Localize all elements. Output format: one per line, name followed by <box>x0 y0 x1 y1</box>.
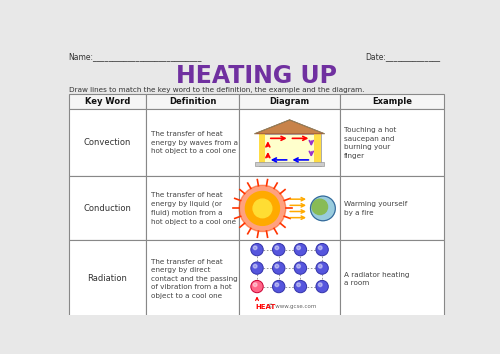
Text: © www.gcse.com: © www.gcse.com <box>268 303 316 309</box>
Text: Touching a hot
saucepan and
burning your
finger: Touching a hot saucepan and burning your… <box>344 127 396 159</box>
Text: Diagram: Diagram <box>270 97 310 106</box>
Circle shape <box>296 283 300 287</box>
Bar <box>340 94 444 109</box>
Text: The transfer of heat
energy by direct
contact and the passing
of vibration from : The transfer of heat energy by direct co… <box>151 259 238 299</box>
Circle shape <box>294 280 306 293</box>
Text: HEAT: HEAT <box>256 303 276 309</box>
Bar <box>68 109 146 176</box>
Circle shape <box>316 280 328 293</box>
Circle shape <box>272 244 285 256</box>
Bar <box>258 134 265 166</box>
Text: HEATING UP: HEATING UP <box>176 64 337 88</box>
Circle shape <box>254 246 257 250</box>
Bar <box>146 240 239 318</box>
Circle shape <box>296 264 300 268</box>
Bar <box>239 94 340 109</box>
Bar <box>146 94 239 109</box>
Circle shape <box>254 264 257 268</box>
Bar <box>239 176 340 240</box>
Circle shape <box>254 283 257 287</box>
Bar <box>340 240 444 318</box>
Circle shape <box>251 262 263 274</box>
Circle shape <box>310 196 336 221</box>
Circle shape <box>275 283 278 287</box>
Circle shape <box>272 262 285 274</box>
Text: Draw lines to match the key word to the definition, the example and the diagram.: Draw lines to match the key word to the … <box>68 87 364 93</box>
Circle shape <box>294 244 306 256</box>
Circle shape <box>253 199 272 218</box>
Bar <box>239 240 340 318</box>
Text: Warming yourself
by a fire: Warming yourself by a fire <box>344 201 407 216</box>
Circle shape <box>246 192 280 225</box>
Text: Conduction: Conduction <box>84 204 132 213</box>
Bar <box>68 176 146 240</box>
Circle shape <box>275 264 278 268</box>
Circle shape <box>296 246 300 250</box>
Bar <box>340 176 444 240</box>
Text: Date:______________: Date:______________ <box>365 52 440 61</box>
Circle shape <box>318 283 322 287</box>
Circle shape <box>316 262 328 274</box>
Text: Name:____________________________: Name:____________________________ <box>68 52 202 61</box>
Circle shape <box>318 246 322 250</box>
Text: Convection: Convection <box>84 138 131 148</box>
Bar <box>68 94 146 109</box>
Circle shape <box>275 246 278 250</box>
Circle shape <box>318 264 322 268</box>
Text: Definition: Definition <box>169 97 216 106</box>
Circle shape <box>272 280 285 293</box>
Bar <box>340 109 444 176</box>
Bar <box>314 134 320 166</box>
Text: Example: Example <box>372 97 412 106</box>
Text: The transfer of heat
energy by liquid (or
fluid) motion from a
hot object to a c: The transfer of heat energy by liquid (o… <box>151 192 236 225</box>
Polygon shape <box>254 120 324 134</box>
Bar <box>254 162 324 166</box>
Text: Radiation: Radiation <box>88 274 128 283</box>
Circle shape <box>316 244 328 256</box>
Circle shape <box>294 262 306 274</box>
Circle shape <box>239 185 286 232</box>
Text: The transfer of heat
energy by waves from a
hot object to a cool one: The transfer of heat energy by waves fro… <box>151 131 238 154</box>
Text: Key Word: Key Word <box>85 97 130 106</box>
Circle shape <box>251 280 263 293</box>
Circle shape <box>312 199 328 215</box>
Bar <box>239 109 340 176</box>
Bar <box>258 134 320 166</box>
Bar <box>146 109 239 176</box>
Bar <box>68 240 146 318</box>
Text: A radiator heating
a room: A radiator heating a room <box>344 272 410 286</box>
Bar <box>146 176 239 240</box>
Circle shape <box>251 244 263 256</box>
